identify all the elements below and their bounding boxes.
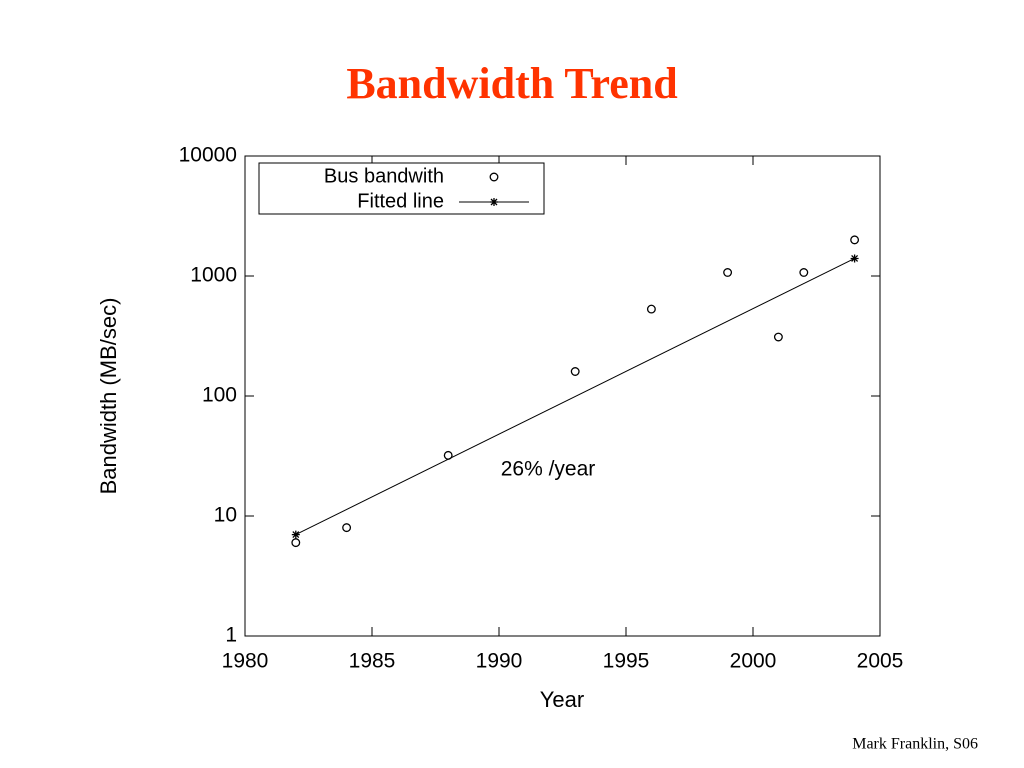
star-marker bbox=[850, 254, 859, 263]
legend-box bbox=[258, 162, 545, 215]
circle-marker bbox=[773, 332, 783, 342]
x-tick-label: 1995 bbox=[603, 650, 650, 673]
circle-marker bbox=[850, 235, 860, 245]
y-tick-label: 1000 bbox=[190, 264, 237, 287]
circle-marker bbox=[342, 523, 352, 533]
y-tick-label: 10 bbox=[214, 504, 237, 527]
x-axis-label: Year bbox=[540, 687, 584, 712]
x-tick-label: 2005 bbox=[857, 650, 904, 673]
fitted-line bbox=[295, 258, 855, 536]
y-tick-label: 100 bbox=[202, 384, 237, 407]
annotation: 26% /year bbox=[501, 458, 596, 481]
x-tick-label: 1990 bbox=[476, 650, 523, 673]
circle-marker bbox=[489, 172, 499, 182]
circle-marker bbox=[723, 268, 733, 277]
star-marker bbox=[291, 530, 300, 539]
legend-label: Fitted line bbox=[357, 190, 444, 212]
x-tick-label: 2000 bbox=[730, 650, 777, 673]
x-tick-label: 1985 bbox=[349, 650, 396, 673]
legend-label: Bus bandwith bbox=[324, 165, 444, 187]
y-tick-label: 10000 bbox=[179, 144, 237, 167]
chart-title: Bandwidth Trend bbox=[346, 59, 677, 108]
circle-marker bbox=[646, 304, 656, 314]
y-axis-label: Bandwidth (MB/sec) bbox=[96, 298, 121, 495]
footer: Mark Franklin, S06 bbox=[852, 736, 978, 753]
circle-marker bbox=[799, 268, 809, 277]
y-tick-label: 1 bbox=[225, 624, 237, 647]
circle-marker bbox=[570, 367, 580, 376]
x-tick-label: 1980 bbox=[222, 650, 269, 673]
star-marker bbox=[490, 198, 498, 206]
circle-marker bbox=[291, 538, 301, 548]
